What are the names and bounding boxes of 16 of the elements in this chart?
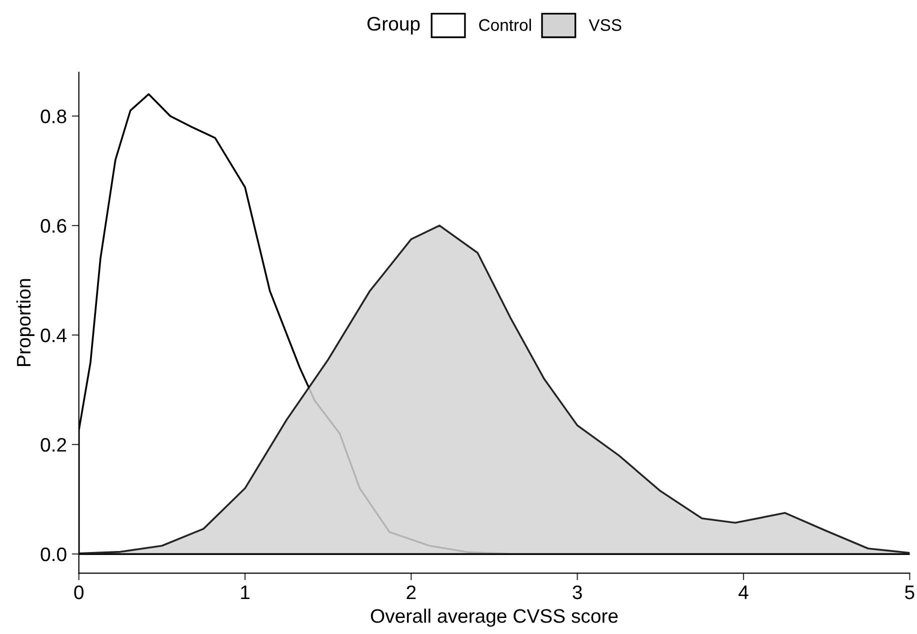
- x-tick-label: 2: [406, 585, 416, 600]
- y-tick-label: 0.4: [40, 328, 66, 342]
- x-tick-label: 4: [738, 586, 748, 600]
- x-tick-label: 0: [74, 585, 84, 600]
- x-tick-label: 5: [905, 586, 914, 600]
- legend-title: Group: [367, 16, 420, 35]
- x-axis-title: Overall average CVSS score: [370, 608, 618, 627]
- legend-label: VSS: [588, 19, 622, 31]
- y-tick-label: 0.2: [40, 438, 66, 452]
- y-tick-label: 0.6: [40, 219, 66, 233]
- x-tick-label: 1: [241, 586, 250, 600]
- y-tick-label: 0.0: [40, 547, 66, 562]
- legend-label: Control: [479, 18, 531, 31]
- x-tick-label: 3: [572, 585, 582, 600]
- y-tick-label: 0.8: [40, 110, 66, 124]
- y-axis-title: Proportion: [16, 279, 34, 366]
